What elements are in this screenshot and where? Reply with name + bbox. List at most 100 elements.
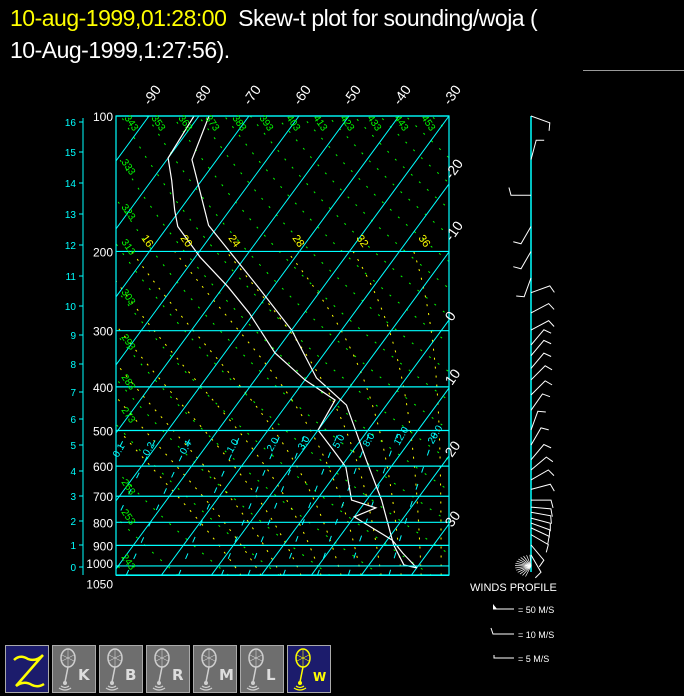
plot-title: 10-aug-1999,01:28:00 Skew-t plot for sou… <box>10 2 538 66</box>
wind-legend-label: = 10 M/S <box>518 630 554 640</box>
height-tick-label: 0 <box>70 563 76 574</box>
pennant-icon <box>493 604 497 609</box>
balloon-icon <box>199 648 217 691</box>
wind-barb <box>516 277 532 298</box>
wind-barb <box>530 285 555 294</box>
dry-adiabat <box>249 116 449 317</box>
moist-adiabat <box>174 251 362 575</box>
isotherm <box>116 116 449 570</box>
wind-barb <box>508 187 531 196</box>
moist-adiabat <box>225 251 382 575</box>
balloon-icon <box>105 648 123 691</box>
dry-adiabat <box>116 563 128 575</box>
toolbar-button-r[interactable]: R <box>146 645 190 693</box>
title-line2: 10-Aug-1999,1:27:56). <box>10 37 230 63</box>
toolbar-letter: R <box>172 666 184 684</box>
toolbar-button-z[interactable] <box>5 645 49 693</box>
wind-barb <box>530 115 551 131</box>
toolbar-letter: M <box>219 666 234 684</box>
dry-adiabat-label: 303 <box>119 287 138 307</box>
wind-barb <box>530 527 550 545</box>
isotherm <box>116 116 400 502</box>
isotherm <box>511 116 684 575</box>
wind-barb-calm <box>515 565 532 569</box>
height-tick-label: 11 <box>66 272 77 283</box>
mixing-ratio-label: 0.1 <box>111 442 128 460</box>
mixing-ratio-label: 8.0 <box>361 431 378 449</box>
moist-adiabat <box>413 251 442 575</box>
dry-adiabat-label: 263 <box>119 477 138 497</box>
height-tick-label: 5 <box>70 441 76 452</box>
moist-adiabat <box>286 251 402 575</box>
isotherm-label: -80 <box>189 82 214 108</box>
isotherm <box>210 251 449 575</box>
wind-barb-calm <box>515 562 532 567</box>
wind-barb-calm <box>529 554 532 567</box>
wind-barb <box>530 534 549 553</box>
height-tick-label: 7 <box>70 388 76 399</box>
wind-barb-calm <box>526 555 532 567</box>
dry-adiabat <box>116 197 449 523</box>
pressure-tick-label: 800 <box>93 516 113 530</box>
wind-barb <box>530 483 555 492</box>
wind-legend-label: = 50 M/S <box>518 605 554 615</box>
pressure-tick-label: 700 <box>93 490 113 504</box>
wind-barb <box>530 522 551 538</box>
pressure-tick-label: 300 <box>93 325 113 339</box>
dry-adiabat <box>116 332 382 575</box>
isotherm-label: -70 <box>239 82 264 108</box>
dewpoint-line <box>167 116 418 569</box>
wind-barb-calm <box>517 565 532 573</box>
isotherm <box>160 183 449 575</box>
dry-adiabat <box>405 116 449 159</box>
moist-adiabat <box>352 251 422 575</box>
mixing-ratio-line <box>317 430 371 575</box>
dry-adiabat <box>457 116 684 575</box>
temperature-line <box>191 116 417 569</box>
toolbar-button-w[interactable]: W <box>287 645 331 693</box>
barb-icon <box>490 627 514 635</box>
dry-adiabat-label: 243 <box>119 552 138 572</box>
sounding-series <box>167 116 418 569</box>
wind-barb <box>530 365 553 381</box>
pressure-tick-label: 400 <box>93 381 113 395</box>
wind-barb <box>530 456 554 471</box>
wind-barb <box>530 427 549 446</box>
plot-frame <box>115 115 450 576</box>
divider <box>583 70 684 71</box>
mixing-ratio-line <box>221 430 283 575</box>
dry-adiabat <box>379 116 449 184</box>
toolbar-button-l[interactable]: L <box>240 645 284 693</box>
mixing-ratio-label: 2.0 <box>265 436 282 454</box>
wind-barb-calm <box>516 565 532 571</box>
timestamp: 10-aug-1999,01:28:00 <box>10 5 227 31</box>
pressure-tick-label: 200 <box>93 245 113 259</box>
balloon-icon <box>58 648 76 691</box>
mixing-ratio-line <box>388 430 437 575</box>
isotherm-label: 0 <box>441 308 459 324</box>
pressure-tick-label: 1050 <box>86 577 113 591</box>
isotherm-label: 10 <box>441 366 463 388</box>
toolbar-button-b[interactable]: B <box>99 645 143 693</box>
isotherm-label: 30 <box>441 508 463 530</box>
isotherm <box>116 116 300 366</box>
wind-barb <box>530 517 551 532</box>
wind-barb <box>530 352 552 369</box>
height-tick-label: 9 <box>70 331 76 342</box>
height-tick-label: 14 <box>65 179 77 190</box>
isotherm <box>116 116 200 230</box>
mixing-ratio-label: 3.0 <box>296 434 313 452</box>
mixing-ratio-line <box>347 430 400 575</box>
balloon-icon <box>152 648 170 691</box>
balloon-icon <box>293 648 311 691</box>
wind-barb <box>530 469 555 481</box>
moist-adiabat <box>131 251 342 575</box>
height-tick-label: 4 <box>70 467 76 478</box>
toolbar-button-m[interactable]: M <box>193 645 237 693</box>
wind-barb <box>513 226 532 245</box>
pressure-tick-label: 900 <box>93 539 113 553</box>
wind-barb <box>530 302 555 314</box>
toolbar-letter: L <box>266 666 276 684</box>
toolbar-button-k[interactable]: K <box>52 645 96 693</box>
